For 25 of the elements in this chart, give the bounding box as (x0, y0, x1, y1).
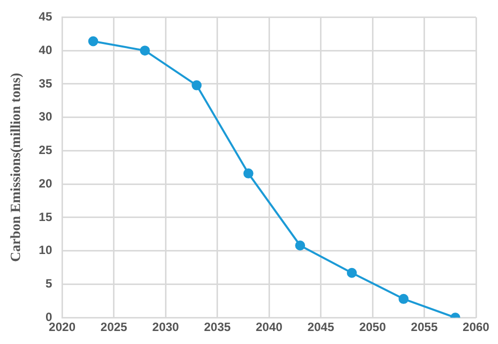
x-tick-label: 2045 (307, 320, 334, 334)
point (295, 240, 306, 251)
y-tick-label: 20 (38, 176, 52, 190)
x-tick-label: 2055 (410, 320, 438, 334)
point (243, 168, 254, 178)
x-tick-label: 2040 (256, 320, 283, 334)
y-axis-title: Carbon Emissions(million tons) (9, 72, 24, 262)
y-tick-label: 35 (38, 76, 52, 90)
point (192, 80, 202, 90)
x-tick-label: 2060 (462, 320, 490, 334)
point (140, 46, 150, 56)
y-tick-label: 30 (38, 110, 52, 124)
y-tick-label: 10 (38, 243, 52, 258)
x-tick-label: 2050 (359, 320, 386, 334)
y-tick-label: 25 (38, 143, 52, 158)
y-tick-label: 5 (45, 276, 52, 291)
point (398, 294, 409, 304)
x-tick-label: 2030 (152, 320, 180, 334)
point (88, 36, 98, 46)
x-tick-label: 2035 (204, 320, 232, 334)
y-tick-label: 45 (38, 10, 52, 24)
y-tick-label: 40 (38, 42, 52, 57)
x-tick-label: 2025 (100, 320, 128, 334)
y-tick-label: 15 (38, 210, 52, 224)
point (346, 268, 357, 278)
